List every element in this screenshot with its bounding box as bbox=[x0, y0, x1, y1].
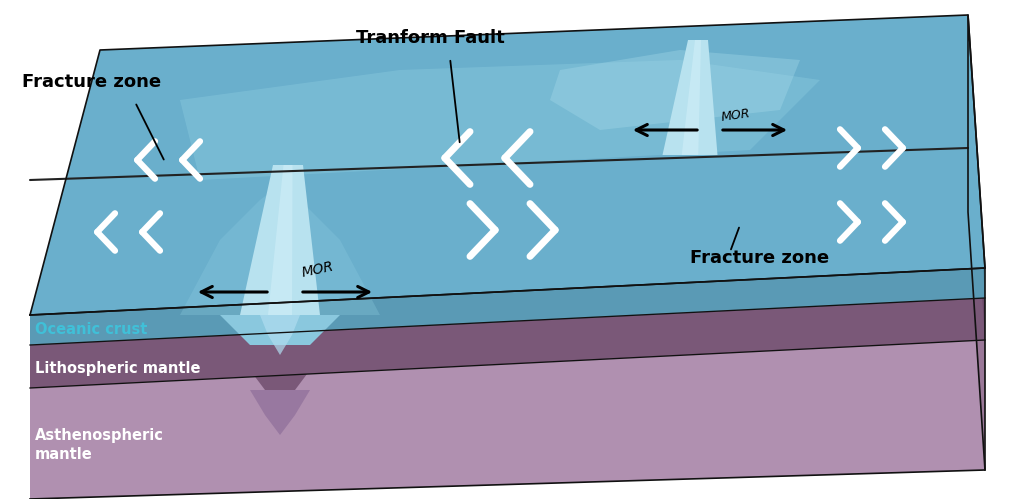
Polygon shape bbox=[250, 390, 310, 435]
Text: Asthenospheric
mantle: Asthenospheric mantle bbox=[35, 428, 164, 463]
Polygon shape bbox=[968, 42, 985, 340]
Polygon shape bbox=[30, 15, 985, 315]
Polygon shape bbox=[234, 345, 325, 405]
Polygon shape bbox=[30, 298, 985, 388]
Polygon shape bbox=[30, 340, 985, 499]
Polygon shape bbox=[240, 165, 319, 315]
Text: Fracture zone: Fracture zone bbox=[690, 249, 829, 267]
Polygon shape bbox=[30, 268, 985, 345]
Text: MOR: MOR bbox=[300, 260, 335, 280]
Text: Oceanic crust: Oceanic crust bbox=[35, 322, 147, 337]
Polygon shape bbox=[260, 315, 300, 355]
Polygon shape bbox=[180, 185, 380, 315]
Polygon shape bbox=[180, 60, 820, 180]
Polygon shape bbox=[550, 50, 800, 130]
Polygon shape bbox=[968, 15, 985, 298]
Text: Fracture zone: Fracture zone bbox=[22, 73, 161, 91]
Polygon shape bbox=[268, 165, 293, 315]
Polygon shape bbox=[682, 40, 701, 155]
Polygon shape bbox=[968, 82, 985, 470]
Text: Lithospheric mantle: Lithospheric mantle bbox=[35, 360, 201, 376]
Polygon shape bbox=[220, 315, 340, 370]
Text: Tranform Fault: Tranform Fault bbox=[355, 29, 505, 47]
Polygon shape bbox=[30, 82, 985, 388]
Polygon shape bbox=[663, 40, 718, 155]
Text: MOR: MOR bbox=[720, 106, 751, 123]
